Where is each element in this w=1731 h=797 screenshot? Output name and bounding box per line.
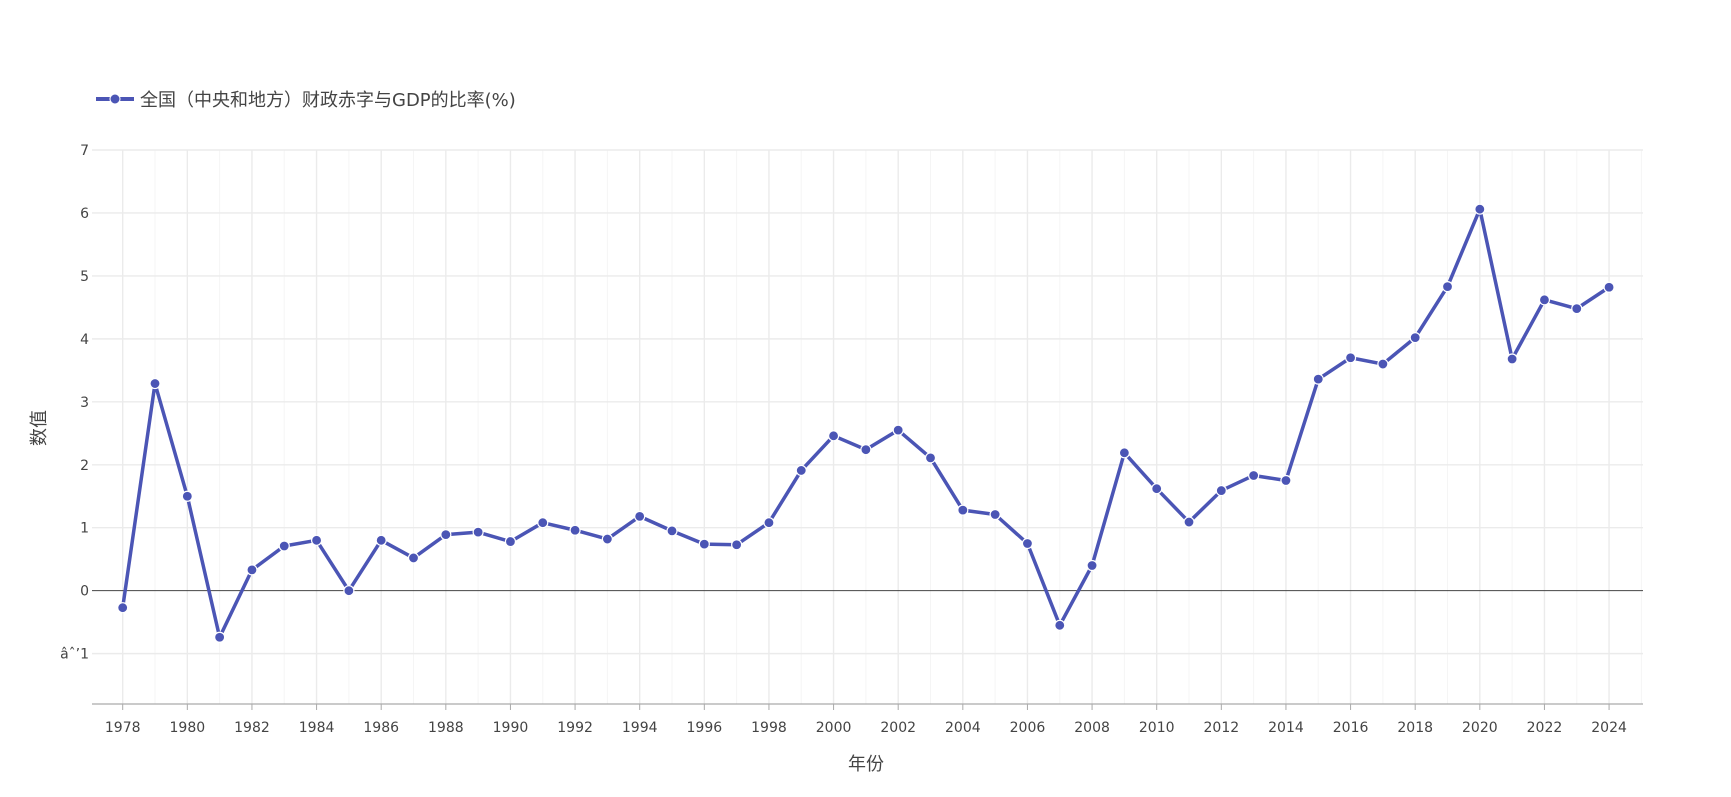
- x-tick-label: 2014: [1268, 720, 1304, 736]
- x-tick-label: 1978: [105, 720, 141, 736]
- data-point[interactable]: [1506, 353, 1518, 365]
- data-point[interactable]: [407, 552, 420, 564]
- data-point[interactable]: [827, 430, 840, 442]
- data-point[interactable]: [763, 517, 775, 529]
- data-point[interactable]: [1248, 469, 1260, 482]
- data-point[interactable]: [892, 424, 904, 436]
- data-point[interactable]: [214, 631, 226, 643]
- data-point[interactable]: [1280, 474, 1292, 487]
- x-tick-label: 2004: [945, 720, 981, 736]
- data-point[interactable]: [149, 377, 161, 390]
- y-axis-title: 数值: [29, 410, 50, 446]
- y-tick-label: 3: [80, 395, 89, 411]
- x-tick-label: 2010: [1139, 720, 1175, 736]
- legend[interactable]: 全国（中央和地方）财政赤字与GDP的比率(%): [96, 90, 516, 111]
- x-tick-label: 2020: [1462, 720, 1498, 736]
- data-point[interactable]: [1086, 559, 1098, 572]
- data-point[interactable]: [440, 529, 452, 541]
- x-axis-title: 年份: [848, 754, 884, 775]
- data-point[interactable]: [1377, 358, 1389, 370]
- data-point[interactable]: [1441, 281, 1454, 293]
- x-tick-label: 1990: [493, 720, 529, 736]
- legend-label: 全国（中央和地方）财政赤字与GDP的比率(%): [140, 90, 516, 111]
- data-point[interactable]: [1312, 373, 1324, 385]
- x-tick-label: 1982: [234, 720, 270, 736]
- x-axis-ticks: 1978 1980 1982 1984 1986 1988 1990 1992 1994 1996…: [105, 704, 1627, 736]
- data-point[interactable]: [1409, 332, 1421, 344]
- data-point[interactable]: [1571, 303, 1583, 315]
- data-point[interactable]: [634, 510, 646, 522]
- data-point[interactable]: [957, 504, 969, 516]
- x-gridlines: [121, 150, 1642, 704]
- x-tick-label: 2018: [1397, 720, 1433, 736]
- x-tick-label: 1988: [428, 720, 464, 736]
- x-tick-label: 1994: [622, 720, 658, 736]
- data-point[interactable]: [1183, 516, 1195, 528]
- data-point[interactable]: [117, 602, 129, 614]
- y-tick-label: 2: [80, 458, 89, 474]
- y-tick-label: 6: [80, 206, 89, 222]
- x-tick-label: 2022: [1527, 720, 1563, 736]
- data-point[interactable]: [1215, 484, 1227, 497]
- data-point[interactable]: [181, 490, 193, 502]
- data-point[interactable]: [1344, 352, 1357, 364]
- x-tick-label: 2002: [880, 720, 916, 736]
- y-tick-label: 1: [80, 521, 89, 537]
- data-point[interactable]: [504, 535, 517, 548]
- y-tick-label: 5: [80, 269, 89, 285]
- x-tick-label: 2024: [1591, 720, 1627, 736]
- y-axis-ticks: âˆ’1 0 1 2 3 4 5 6 7: [60, 143, 89, 663]
- data-point[interactable]: [1054, 619, 1066, 631]
- x-tick-label: 1984: [299, 720, 335, 736]
- data-point[interactable]: [924, 452, 937, 464]
- x-tick-label: 1998: [751, 720, 787, 736]
- legend-swatch-marker: [109, 93, 121, 105]
- data-point[interactable]: [246, 564, 258, 576]
- y-tick-label: 7: [80, 143, 89, 159]
- x-tick-label: 1986: [363, 720, 399, 736]
- data-point[interactable]: [343, 585, 355, 597]
- data-point[interactable]: [310, 534, 323, 546]
- x-tick-label: 2000: [816, 720, 852, 736]
- y-gridlines: [92, 149, 1643, 655]
- data-point[interactable]: [601, 533, 613, 545]
- data-point[interactable]: [989, 508, 1001, 521]
- data-point[interactable]: [472, 526, 484, 538]
- data-point[interactable]: [375, 534, 387, 546]
- data-point[interactable]: [278, 540, 290, 552]
- data-point[interactable]: [1474, 203, 1486, 215]
- x-tick-label: 1996: [687, 720, 723, 736]
- data-point[interactable]: [1118, 447, 1130, 459]
- data-point[interactable]: [666, 525, 678, 537]
- y-tick-label: 4: [80, 332, 89, 348]
- data-point[interactable]: [1538, 294, 1551, 306]
- data-point[interactable]: [860, 444, 872, 456]
- y-tick-label: âˆ’1: [60, 647, 89, 663]
- data-point[interactable]: [569, 524, 581, 536]
- series-layer: [117, 203, 1615, 643]
- data-point[interactable]: [731, 539, 743, 551]
- data-point[interactable]: [1151, 483, 1163, 495]
- data-point[interactable]: [795, 464, 807, 477]
- x-tick-label: 2012: [1204, 720, 1240, 736]
- x-tick-label: 2008: [1074, 720, 1110, 736]
- x-tick-label: 2016: [1333, 720, 1369, 736]
- data-point[interactable]: [1603, 281, 1615, 293]
- y-tick-label: 0: [80, 584, 89, 600]
- data-point[interactable]: [1021, 537, 1034, 550]
- data-point[interactable]: [698, 538, 710, 550]
- x-tick-label: 2006: [1010, 720, 1046, 736]
- x-tick-label: 1980: [170, 720, 206, 736]
- data-point[interactable]: [537, 517, 549, 529]
- x-tick-label: 1992: [557, 720, 593, 736]
